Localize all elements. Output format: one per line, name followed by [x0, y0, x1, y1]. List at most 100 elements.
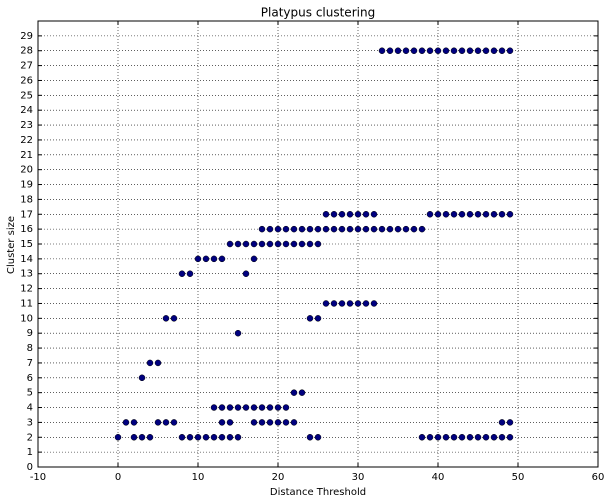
- point: [186, 434, 194, 441]
- point: [258, 240, 266, 248]
- y-tick-label: 24: [20, 105, 33, 116]
- y-tick-label: 11: [20, 298, 33, 309]
- point: [258, 225, 266, 233]
- point: [306, 225, 314, 233]
- point: [418, 47, 426, 54]
- point: [154, 359, 162, 367]
- point: [266, 240, 274, 248]
- y-tick-label: 1: [27, 447, 33, 458]
- point: [458, 434, 466, 441]
- x-tick-label: 20: [272, 472, 285, 483]
- point: [474, 211, 482, 218]
- point: [130, 434, 138, 441]
- point: [290, 389, 298, 396]
- point: [306, 315, 314, 322]
- point: [506, 434, 514, 441]
- point: [338, 225, 346, 233]
- point: [266, 404, 274, 411]
- point: [370, 225, 378, 233]
- point: [234, 240, 242, 248]
- point: [434, 434, 442, 441]
- y-tick-label: 10: [20, 313, 33, 324]
- point: [442, 211, 450, 218]
- y-tick-label: 15: [20, 239, 33, 250]
- point: [426, 434, 434, 441]
- x-tick-label: 0: [115, 472, 121, 483]
- point: [266, 419, 274, 426]
- y-tick-label: 19: [20, 180, 33, 191]
- point: [146, 434, 154, 441]
- point: [378, 225, 386, 233]
- point: [170, 315, 178, 322]
- point: [466, 47, 474, 54]
- point: [330, 300, 338, 307]
- x-tick-label: -10: [30, 472, 46, 483]
- point: [234, 329, 242, 337]
- point: [466, 434, 474, 441]
- point: [306, 434, 314, 441]
- chart-title: Platypus clustering: [261, 6, 375, 20]
- point: [114, 434, 122, 441]
- point: [370, 300, 378, 307]
- point: [418, 434, 426, 441]
- point: [458, 47, 466, 54]
- point: [354, 225, 362, 233]
- y-tick-label: 26: [20, 75, 33, 86]
- y-tick-label: 16: [20, 224, 33, 235]
- x-tick-label: 30: [352, 472, 365, 483]
- point: [170, 419, 178, 426]
- x-tick-label: 40: [432, 472, 445, 483]
- point: [410, 225, 418, 233]
- y-tick-label: 14: [20, 254, 33, 265]
- point: [426, 211, 434, 218]
- point: [322, 300, 330, 307]
- y-tick-label: 21: [20, 150, 33, 161]
- point: [258, 404, 266, 411]
- point: [274, 404, 282, 411]
- point: [298, 389, 306, 396]
- point: [330, 211, 338, 218]
- point: [226, 434, 234, 441]
- point: [234, 434, 242, 441]
- point: [202, 434, 210, 441]
- point: [258, 419, 266, 426]
- y-tick-label: 7: [27, 358, 33, 369]
- point: [442, 434, 450, 441]
- point: [458, 211, 466, 218]
- point: [306, 240, 314, 248]
- point: [370, 211, 378, 218]
- point: [450, 434, 458, 441]
- point: [322, 211, 330, 218]
- point: [178, 270, 186, 277]
- point: [386, 47, 394, 54]
- point: [490, 47, 498, 54]
- point: [442, 47, 450, 54]
- y-tick-label: 12: [20, 284, 33, 295]
- y-tick-label: 22: [20, 135, 33, 146]
- point: [378, 47, 386, 54]
- point: [394, 47, 402, 54]
- point: [354, 300, 362, 307]
- y-tick-label: 18: [20, 194, 33, 205]
- point: [346, 211, 354, 218]
- point: [434, 211, 442, 218]
- point: [314, 240, 322, 248]
- point: [314, 434, 322, 441]
- point: [466, 211, 474, 218]
- y-tick-label: 17: [20, 209, 33, 220]
- x-tick-label: 10: [192, 472, 205, 483]
- y-tick-label: 9: [27, 328, 33, 339]
- point: [210, 255, 218, 263]
- point: [250, 240, 258, 248]
- point: [250, 419, 258, 426]
- point: [490, 211, 498, 218]
- point: [138, 434, 146, 441]
- point: [282, 404, 290, 411]
- x-axis-label: Distance Threshold: [270, 487, 366, 498]
- point: [282, 225, 290, 233]
- point: [506, 419, 514, 426]
- point: [202, 255, 210, 263]
- point: [218, 419, 226, 426]
- point: [362, 225, 370, 233]
- y-tick-label: 27: [20, 61, 33, 72]
